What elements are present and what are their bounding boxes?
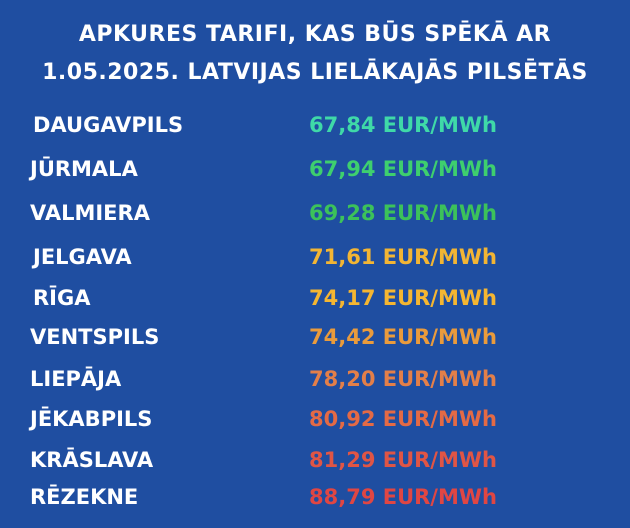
city-daugavpils: DAUGAVPILS — [33, 113, 184, 137]
tariff-valmiera: 69,28 EUR/MWh — [309, 201, 497, 225]
city-jelgava: JELGAVA — [33, 245, 132, 269]
tariff-riga: 74,17 EUR/MWh — [309, 286, 497, 310]
tariff-jelgava: 71,61 EUR/MWh — [309, 245, 497, 269]
title-line-2: 1.05.2025. LATVIJAS LIELĀKAJĀS PILSĒTĀS — [42, 60, 588, 85]
tariff-ventspils: 74,42 EUR/MWh — [309, 325, 497, 349]
city-valmiera: VALMIERA — [30, 201, 150, 225]
tariff-jurmala: 67,94 EUR/MWh — [309, 157, 497, 181]
city-jurmala: JŪRMALA — [30, 157, 138, 181]
city-liepaja: LIEPĀJA — [30, 367, 122, 391]
tariff-kraslava: 81,29 EUR/MWh — [309, 448, 497, 472]
tariff-liepaja: 78,20 EUR/MWh — [309, 367, 497, 391]
tariff-jekabpils: 80,92 EUR/MWh — [309, 407, 497, 431]
city-riga: RĪGA — [33, 286, 91, 310]
tariff-rezekne: 88,79 EUR/MWh — [309, 485, 497, 509]
city-kraslava: KRĀSLAVA — [30, 448, 154, 472]
title-line-1: APKURES TARIFI, KAS BŪS SPĒKĀ AR — [78, 22, 552, 47]
city-jekabpils: JĒKABPILS — [30, 407, 153, 431]
city-ventspils: VENTSPILS — [30, 325, 160, 349]
city-rezekne: RĒZEKNE — [30, 485, 139, 509]
tariff-daugavpils: 67,84 EUR/MWh — [309, 113, 497, 137]
